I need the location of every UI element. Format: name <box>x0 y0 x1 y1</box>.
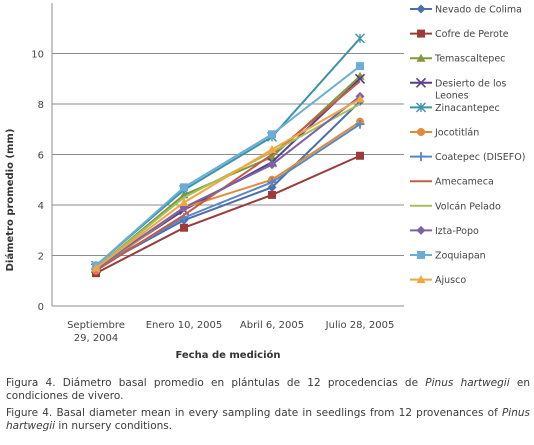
data-point <box>267 152 277 161</box>
caption-es-suffix: en condiciones de vivero. <box>6 377 530 402</box>
caption-en-suffix: in nursery conditions. <box>55 420 173 432</box>
legend-label: Volcán Pelado <box>435 201 501 212</box>
legend-marker <box>417 29 425 38</box>
legend-marker <box>417 128 425 136</box>
line-chart: 0 2 4 6 8 10 Septiembre 29, 2004 Enero 10, 2005 A… <box>4 3 525 361</box>
x-tick-label: Enero 10, 2005 <box>146 320 223 331</box>
data-point <box>180 183 188 192</box>
legend-label: Cofre de Perote <box>435 29 509 40</box>
series-8 <box>95 80 361 272</box>
legend-entry: Jocotitlán <box>410 128 479 139</box>
legend-entry: Izta-Popo <box>410 225 479 237</box>
y-axis-title: Diámetro promedio (mm) <box>4 129 16 272</box>
data-point <box>267 177 277 187</box>
legend-entry: Cofre de Perote <box>410 29 509 40</box>
series-line <box>95 95 361 269</box>
figure-caption-english: Figure 4. Basal diameter mean in every s… <box>6 407 530 433</box>
legend-label: Nevado de Colima <box>435 5 522 16</box>
legend-label: Zoquiapan <box>435 251 486 262</box>
legend-entry: Amecameca <box>410 177 494 188</box>
series-5 <box>91 33 365 271</box>
series-line <box>95 65 361 267</box>
series-lines <box>90 33 366 278</box>
series-2 <box>92 151 364 278</box>
legend-label: Zinacantepec <box>435 103 500 114</box>
series-line <box>95 100 361 270</box>
series-7 <box>91 119 365 273</box>
legend-label: Coatepec (DISEFO) <box>435 152 525 163</box>
y-tick-label: 0 <box>38 302 44 313</box>
y-tick-label: 10 <box>31 50 44 61</box>
legend-marker <box>416 53 426 62</box>
data-point <box>355 33 365 44</box>
caption-en-species: Pinus hartwegii <box>6 407 530 432</box>
legend-entry: Volcán Pelado <box>410 201 501 212</box>
legend-entry: Zinacantepec <box>410 102 500 114</box>
y-tick-label: 8 <box>38 100 44 111</box>
legend-entry: Zoquiapan <box>410 251 486 262</box>
legend-label: Jocotitlán <box>434 128 479 139</box>
legend-label: Desierto de los Leones <box>435 78 506 101</box>
caption-es-species: Pinus hartwegii <box>425 377 510 389</box>
x-tick-label: Julio 28, 2005 <box>325 320 395 331</box>
y-tick-label: 4 <box>38 201 44 212</box>
series-line <box>95 80 361 272</box>
y-tick-label: 6 <box>38 151 44 162</box>
legend-entry: Desierto de los Leones <box>410 77 506 101</box>
data-point <box>356 62 364 71</box>
data-point <box>91 263 101 272</box>
axes: 0 2 4 6 8 10 Septiembre 29, 2004 Enero 10, 2005 A… <box>31 3 404 344</box>
data-point <box>355 94 365 103</box>
data-point <box>267 182 277 192</box>
legend-entry: Ajusco <box>410 275 466 286</box>
series-line <box>95 98 361 269</box>
legend-marker <box>416 275 426 284</box>
legend-marker <box>417 251 425 259</box>
legend-marker <box>416 225 426 235</box>
x-axis-title: Fecha de medición <box>175 349 280 361</box>
data-point <box>268 130 276 139</box>
data-point <box>355 119 365 129</box>
data-point <box>354 73 366 84</box>
series-9 <box>95 103 361 269</box>
data-point <box>268 190 276 199</box>
legend-label: Izta-Popo <box>435 226 479 237</box>
legend-marker <box>415 77 427 88</box>
legend-marker <box>416 102 426 113</box>
legend-entry: Coatepec (DISEFO) <box>410 152 525 163</box>
data-point <box>179 197 189 206</box>
series-line <box>95 120 361 272</box>
legend-entry: Nevado de Colima <box>410 4 522 16</box>
data-point <box>355 71 365 80</box>
x-tick-label: Abril 6, 2005 <box>240 320 304 331</box>
series-line <box>95 154 361 275</box>
legend-label: Temascaltepec <box>434 54 505 65</box>
legend-label: Amecameca <box>435 177 494 188</box>
x-tick-label: Septiembre 29, 2004 <box>67 320 125 344</box>
series-line <box>95 103 361 269</box>
legend-label: Ajusco <box>435 275 466 286</box>
caption-es-prefix: Figura 4. Diámetro basal promedio en plá… <box>6 377 426 389</box>
legend-marker <box>416 152 426 162</box>
data-point <box>267 144 277 153</box>
data-point <box>267 160 277 170</box>
series-6 <box>92 117 364 275</box>
legend-entry: Temascaltepec <box>410 53 505 65</box>
figure-caption-spanish: Figura 4. Diámetro basal promedio en plá… <box>6 377 530 403</box>
data-point <box>180 223 188 232</box>
legend: Nevado de Colima Cofre de Perote Temascalt… <box>410 4 525 286</box>
legend-marker <box>416 4 426 14</box>
gridlines <box>52 53 404 256</box>
data-point <box>356 151 364 160</box>
series-12 <box>91 94 365 272</box>
caption-en-prefix: Figure 4. Basal diameter mean in every s… <box>6 407 502 419</box>
y-tick-label: 2 <box>38 252 44 263</box>
